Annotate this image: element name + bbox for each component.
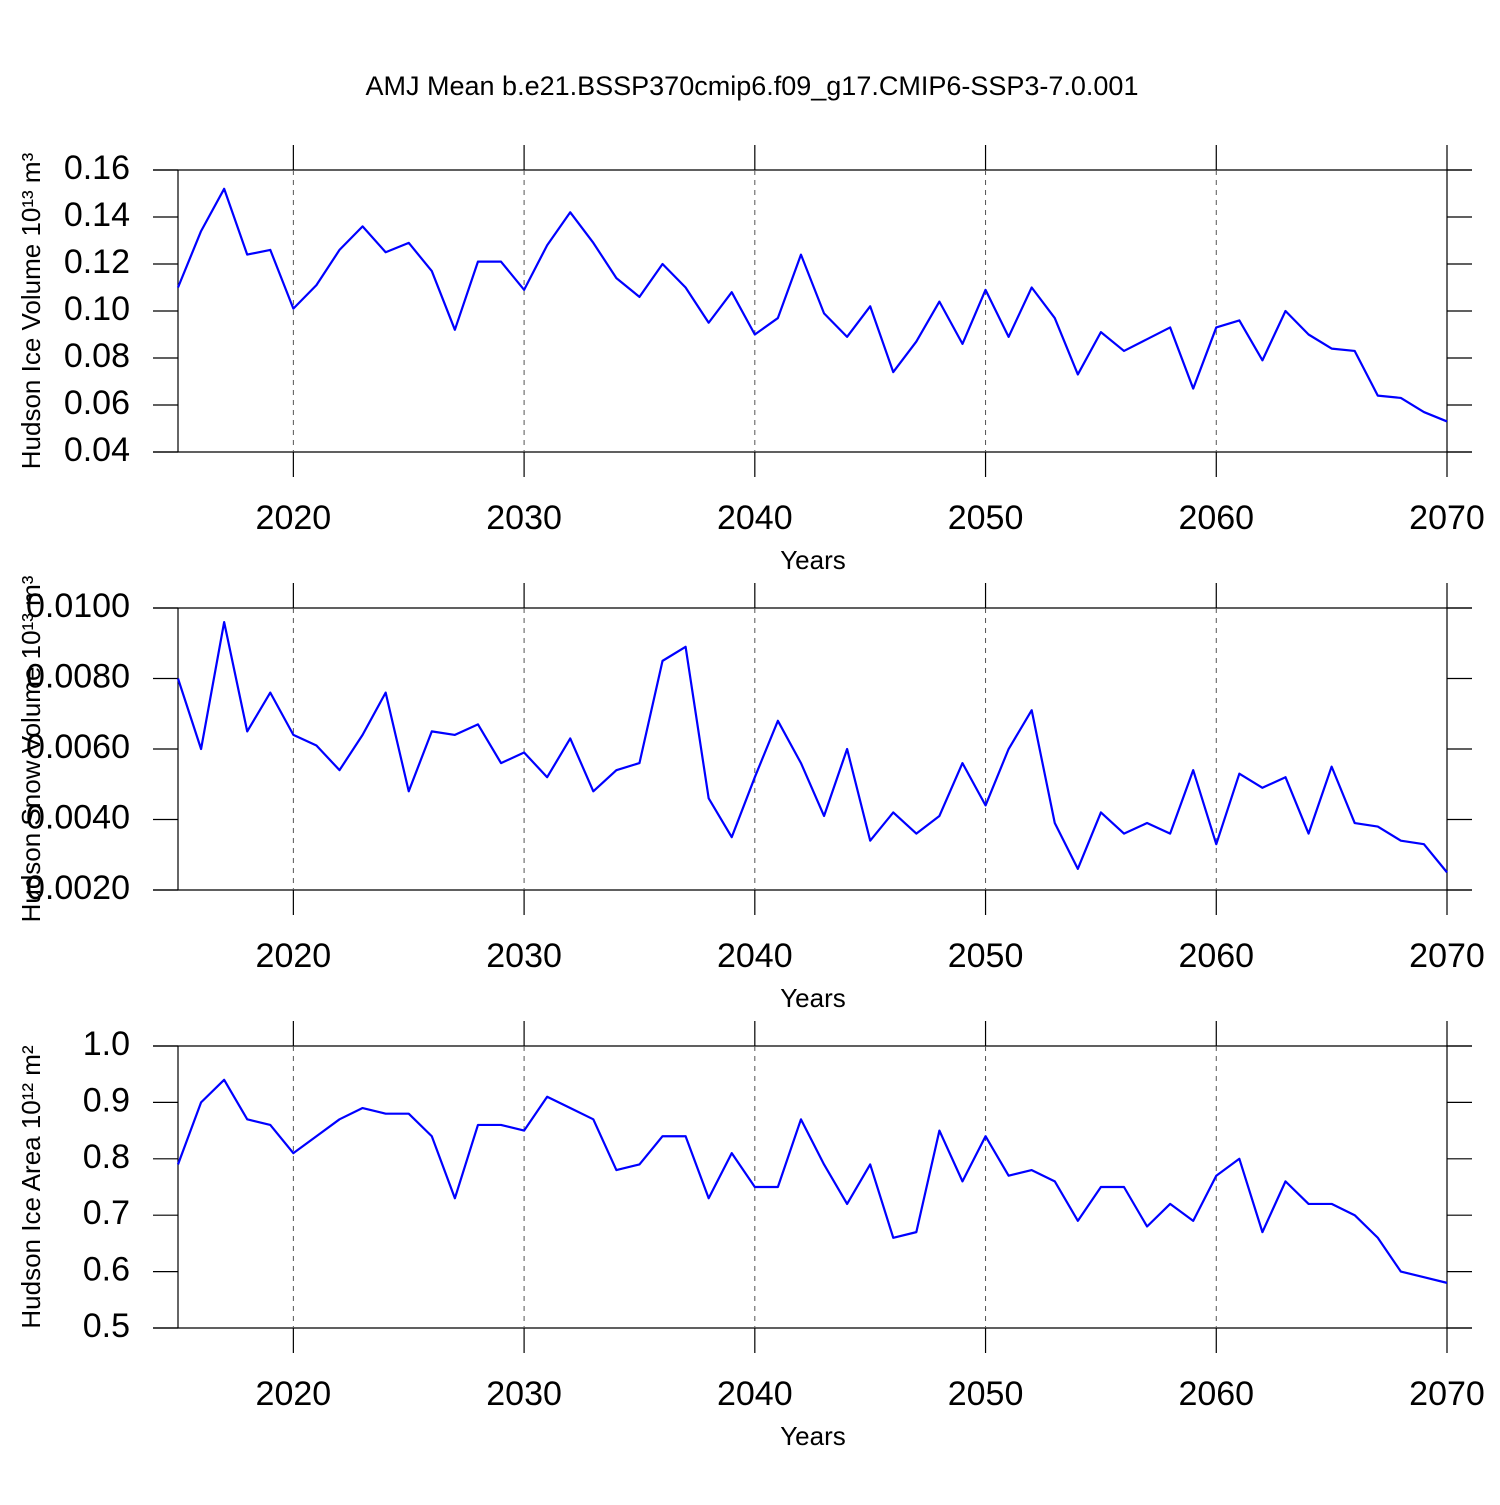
y-tick-label: 0.04	[64, 431, 130, 469]
y-tick-label: 0.12	[64, 243, 130, 281]
data-line	[176, 187, 1448, 423]
data-line	[176, 621, 1448, 874]
y-tick-label: 0.0100	[26, 587, 130, 625]
y-tick-label: 0.0020	[26, 869, 130, 907]
y-tick-label: 0.10	[64, 290, 130, 328]
label-clip: Hudson Snow Volume 10¹³ m³	[16, 575, 46, 922]
x-tick-label: 2060	[1178, 1375, 1254, 1413]
x-tick-label: 2050	[948, 937, 1024, 975]
y-tick-label: 0.0080	[26, 657, 130, 695]
y-tick-label: 0.0060	[26, 728, 130, 766]
y-tick-label: 0.8	[83, 1138, 130, 1176]
x-tick-label: 2040	[717, 937, 793, 975]
y-tick-label: 0.5	[83, 1307, 130, 1345]
x-tick-label: 2020	[256, 499, 332, 537]
panel: 0.04 0.06 0.08 0.10 0.12 0.14 0.16 2020 2030 2040…	[16, 145, 1485, 575]
y-tick-label: 0.06	[64, 384, 130, 422]
x-axis-label: Years	[780, 545, 846, 575]
x-tick-label: 2030	[486, 1375, 562, 1413]
panel: 0.0020 0.0040 0.0060 0.0080 0.0100 2020 2030 20…	[16, 575, 1485, 1013]
y-axis-label: Hudson Ice Volume 10¹³ m³	[16, 152, 46, 469]
y-tick-label: 0.14	[64, 196, 130, 234]
x-tick-label: 2070	[1409, 499, 1485, 537]
panel: 0.5 0.6 0.7 0.8 0.9 1.0 2020 2030 2040 2050 2060 20…	[16, 1021, 1485, 1451]
x-tick-label: 2020	[256, 937, 332, 975]
x-tick-label: 2030	[486, 937, 562, 975]
x-tick-label: 2050	[948, 1375, 1024, 1413]
y-tick-label: 0.9	[83, 1081, 130, 1119]
x-axis-label: Years	[780, 1421, 846, 1451]
x-tick-label: 2040	[717, 499, 793, 537]
y-tick-label: 1.0	[83, 1025, 130, 1063]
y-tick-label: 0.16	[64, 149, 130, 187]
x-tick-label: 2070	[1409, 937, 1485, 975]
x-axis-label: Years	[780, 983, 846, 1013]
label-clip: Hudson Ice Area 10¹² m²	[16, 1045, 46, 1329]
x-tick-label: 2070	[1409, 1375, 1485, 1413]
y-tick-label: 0.0040	[26, 798, 130, 836]
x-tick-label: 2020	[256, 1375, 332, 1413]
y-tick-label: 0.08	[64, 337, 130, 375]
y-axis-label: Hudson Snow Volume 10¹³ m³	[16, 575, 46, 922]
x-tick-label: 2060	[1178, 937, 1254, 975]
x-tick-label: 2040	[717, 1375, 793, 1413]
chart-title: AMJ Mean b.e21.BSSP370cmip6.f09_g17.CMIP…	[366, 71, 1139, 101]
y-tick-label: 0.6	[83, 1251, 130, 1289]
data-line	[176, 1078, 1448, 1284]
y-axis-label: Hudson Ice Area 10¹² m²	[16, 1045, 46, 1329]
x-tick-label: 2030	[486, 499, 562, 537]
x-tick-label: 2060	[1178, 499, 1254, 537]
x-tick-label: 2050	[948, 499, 1024, 537]
y-tick-label: 0.7	[83, 1194, 130, 1232]
label-clip: Hudson Ice Volume 10¹³ m³	[16, 152, 46, 469]
